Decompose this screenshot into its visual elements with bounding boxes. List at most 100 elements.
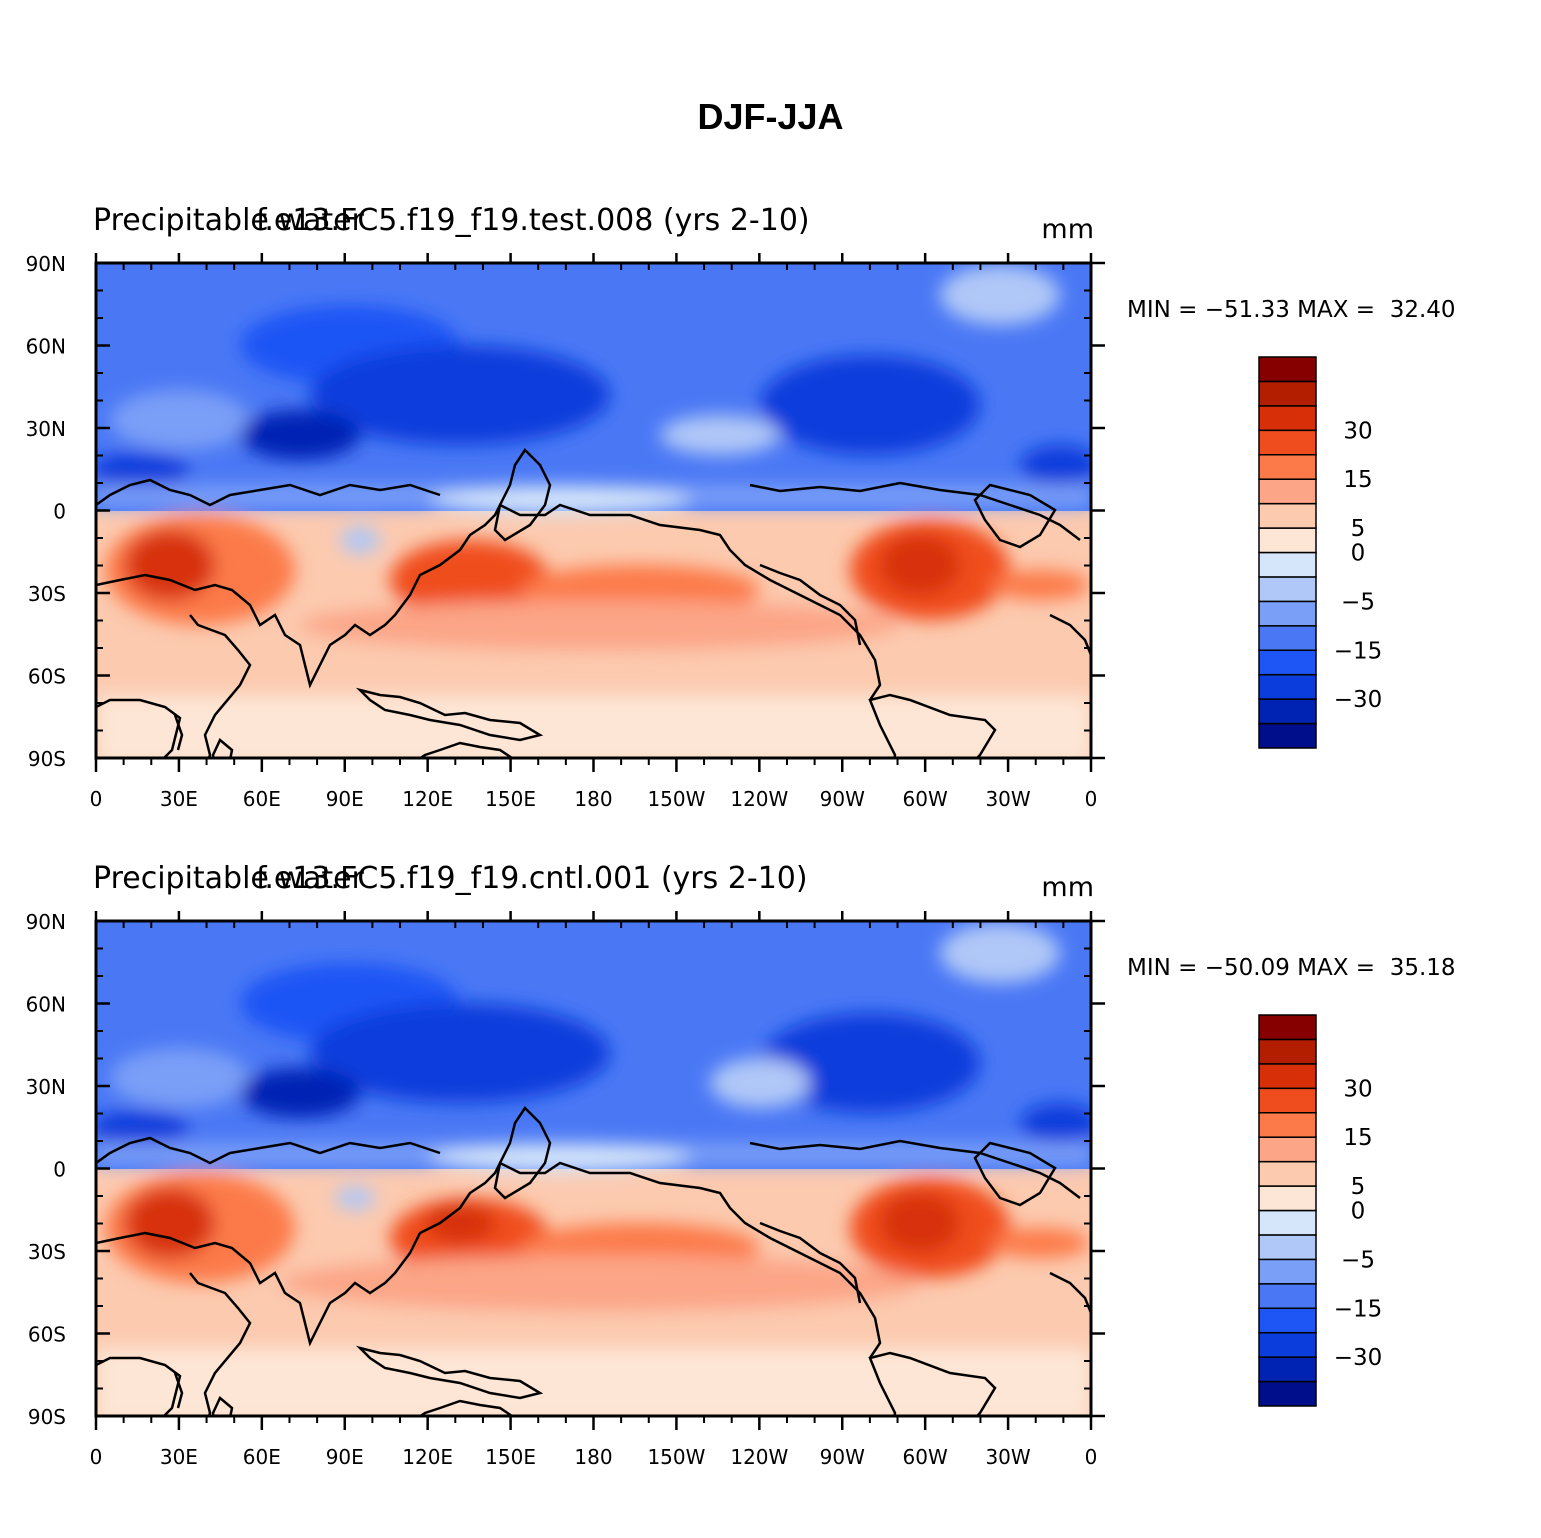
lon-tick-label: 60W xyxy=(903,1445,948,1469)
colorbar-box xyxy=(1258,600,1317,627)
lat-tick-label: 60N xyxy=(26,335,66,359)
lon-tick-label: 60W xyxy=(903,787,948,811)
map-panel-cntl: Precipitable water f.e13.FC5.f19_f19.cnt… xyxy=(0,853,1541,1503)
colorbar-box xyxy=(1258,649,1317,676)
coastline xyxy=(96,1106,1091,1416)
lon-tick-label: 90E xyxy=(326,787,364,811)
colorbar-label: −5 xyxy=(1341,1247,1375,1273)
colorbar-box xyxy=(1258,1209,1317,1236)
map-panel-svg: Precipitable water f.e13.FC5.f19_f19.tes… xyxy=(26,203,1456,811)
lat-tick-label: 30N xyxy=(26,1075,66,1099)
lon-tick-label: 90W xyxy=(820,1445,865,1469)
colorbar-box xyxy=(1258,454,1317,480)
coastline xyxy=(96,448,1091,758)
lon-tick-label: 30W xyxy=(985,787,1030,811)
lat-tick-label: 60S xyxy=(28,1323,66,1347)
lat-tick-label: 60N xyxy=(26,993,66,1017)
panel-center-title: f.e13.FC5.f19_f19.test.008 (yrs 2-10) xyxy=(256,203,810,238)
panel-stats: MIN = −50.09 MAX = 35.18 xyxy=(1127,955,1456,981)
colorbar-box xyxy=(1258,722,1317,749)
colorbar-box xyxy=(1258,380,1317,407)
colorbar-box xyxy=(1258,1112,1317,1138)
lon-tick-label: 120E xyxy=(402,787,453,811)
lat-tick-label: 90S xyxy=(28,1405,66,1429)
figure-title: DJF-JJA xyxy=(697,96,844,137)
lat-tick-label: 0 xyxy=(53,500,66,524)
colorbar-label: 30 xyxy=(1343,418,1372,444)
lon-tick-label: 150W xyxy=(647,1445,705,1469)
colorbar-box xyxy=(1258,625,1317,651)
lon-tick-label: 150W xyxy=(647,787,705,811)
lon-tick-label: 0 xyxy=(1085,787,1098,811)
colorbar: 30 15 50 −5 −15 −30 xyxy=(1258,356,1383,749)
axis-ticks: 90N 60N 30N 0 30S 60S 90S 0 30E 60E 90E 120E 150E 180… xyxy=(26,252,1105,811)
lon-tick-label: 90W xyxy=(820,787,865,811)
lon-tick-label: 180 xyxy=(574,1445,612,1469)
lon-tick-label: 0 xyxy=(90,1445,103,1469)
colorbar-label: −5 xyxy=(1341,589,1375,615)
lat-tick-label: 0 xyxy=(53,1158,66,1182)
colorbar-box xyxy=(1258,1014,1317,1041)
colorbar-box xyxy=(1258,1038,1317,1065)
colorbar-box xyxy=(1258,478,1317,505)
colorbar-label: 5 xyxy=(1351,1174,1366,1200)
precipitable-water-field xyxy=(96,263,1091,758)
map-panel-test: Precipitable water f.e13.FC5.f19_f19.tes… xyxy=(0,195,1541,845)
panel-units: mm xyxy=(1041,214,1094,245)
colorbar-box xyxy=(1258,1087,1317,1114)
colorbar-box xyxy=(1258,1307,1317,1334)
colorbar-box xyxy=(1258,405,1317,432)
lon-tick-label: 60E xyxy=(243,787,281,811)
colorbar-box xyxy=(1258,1331,1317,1358)
lat-tick-label: 30N xyxy=(26,417,66,441)
panel-units: mm xyxy=(1041,872,1094,903)
panel-left-title: Precipitable water xyxy=(93,861,365,896)
lat-tick-label: 30S xyxy=(28,582,66,606)
lon-tick-label: 30W xyxy=(985,1445,1030,1469)
axis-ticks: 90N 60N 30N 0 30S 60S 90S 0 30E 60E 90E 120E 150E 180… xyxy=(26,910,1105,1469)
lon-tick-label: 0 xyxy=(1085,1445,1098,1469)
colorbar-box xyxy=(1258,1234,1317,1261)
colorbar-box xyxy=(1258,1258,1317,1285)
colorbar-box xyxy=(1258,698,1317,725)
lon-tick-label: 0 xyxy=(90,787,103,811)
colorbar-box xyxy=(1258,1185,1317,1212)
lon-tick-label: 180 xyxy=(574,787,612,811)
colorbar-label: 15 xyxy=(1343,1125,1372,1151)
colorbar: 30 15 50 −5 −15 −30 xyxy=(1258,1014,1382,1407)
colorbar-box xyxy=(1258,1063,1317,1090)
colorbar-label: −15 xyxy=(1334,638,1383,664)
colorbar-box xyxy=(1258,429,1317,456)
lat-tick-label: 60S xyxy=(28,665,66,689)
lon-tick-label: 30E xyxy=(160,787,198,811)
colorbar-box xyxy=(1258,673,1317,700)
precipitable-water-field xyxy=(96,921,1091,1416)
map-panel-svg: Precipitable water f.e13.FC5.f19_f19.cnt… xyxy=(26,861,1456,1469)
lat-tick-label: 90N xyxy=(26,252,66,276)
colorbar-box xyxy=(1258,1356,1317,1383)
colorbar-label: 0 xyxy=(1351,1199,1366,1225)
colorbar-box xyxy=(1258,1380,1317,1407)
lon-tick-label: 150E xyxy=(485,1445,536,1469)
lon-tick-label: 120W xyxy=(730,1445,788,1469)
lon-tick-label: 90E xyxy=(326,1445,364,1469)
panel-center-title: f.e13.FC5.f19_f19.cntl.001 (yrs 2-10) xyxy=(256,861,808,896)
colorbar-box xyxy=(1258,1136,1317,1163)
colorbar-box xyxy=(1258,576,1317,603)
lat-tick-label: 30S xyxy=(28,1240,66,1264)
colorbar-label: 15 xyxy=(1343,467,1372,493)
lon-tick-label: 150E xyxy=(485,787,536,811)
colorbar-label: −30 xyxy=(1334,687,1383,713)
lon-tick-label: 60E xyxy=(243,1445,281,1469)
colorbar-label: 5 xyxy=(1351,516,1366,542)
panel-left-title: Precipitable water xyxy=(93,203,365,238)
colorbar-box xyxy=(1258,1160,1317,1187)
colorbar-label: 0 xyxy=(1351,541,1366,567)
lon-tick-label: 120E xyxy=(402,1445,453,1469)
panel-stats: MIN = −51.33 MAX = 32.40 xyxy=(1127,297,1456,323)
colorbar-label: 30 xyxy=(1343,1076,1372,1102)
colorbar-box xyxy=(1258,356,1317,383)
colorbar-box xyxy=(1258,1283,1317,1309)
colorbar-box xyxy=(1258,527,1317,554)
lat-tick-label: 90S xyxy=(28,747,66,771)
